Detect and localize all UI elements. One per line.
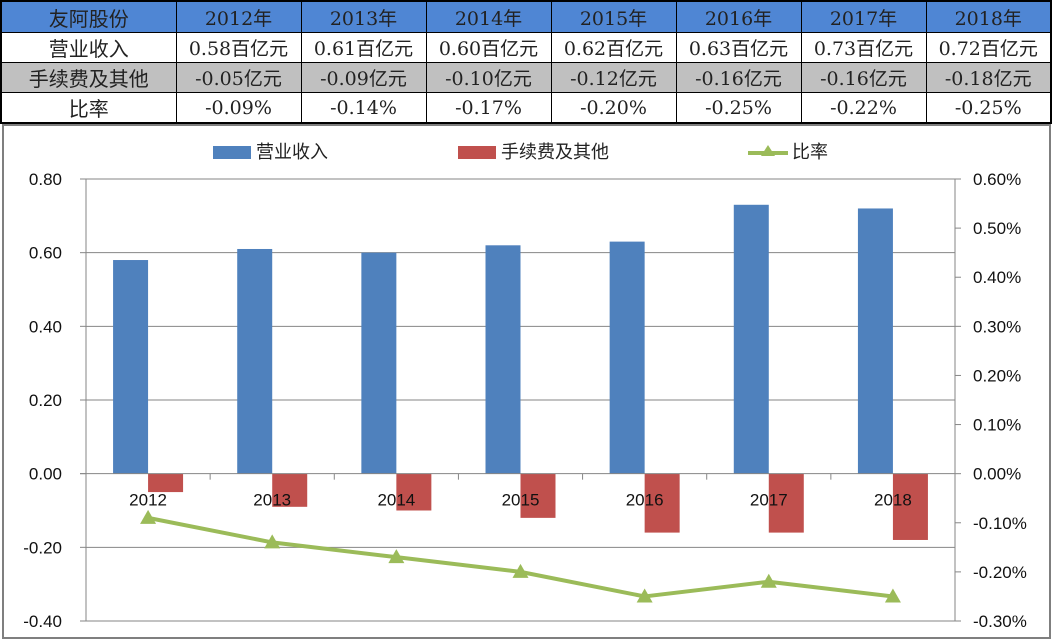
row-label: 营业收入 [0,32,177,63]
legend-label: 营业收入 [256,142,328,162]
right-axis-label: 0.30% [973,317,1021,336]
data-table-container: 友阿股份 2012年 2013年 2014年 2015年 2016年 2017年… [0,0,1052,124]
table-cell: 0.61百亿元 [300,32,427,63]
table-header-row: 友阿股份 2012年 2013年 2014年 2015年 2016年 2017年… [0,0,1052,33]
bar [520,473,556,518]
bar [396,473,432,511]
x-axis-label: 2013 [253,491,291,510]
year-header: 2015年 [550,0,677,33]
legend-swatch-red-icon [458,146,496,159]
table-cell: -0.25% [675,92,802,124]
left-axis-label: 0.80 [29,170,62,189]
x-axis-label: 2015 [502,491,540,510]
table-cell: 0.58百亿元 [175,32,302,63]
table-cell: -0.18亿元 [925,62,1052,93]
table-cell: 0.60百亿元 [425,32,552,63]
table-cell: -0.10亿元 [425,62,552,93]
right-axis-label: 0.60% [973,170,1021,189]
x-axis-label: 2017 [750,491,788,510]
table-cell: 0.63百亿元 [675,32,802,63]
table-cell: -0.09% [175,92,302,124]
right-axis-label: 0.20% [973,366,1021,385]
right-axis-label: -0.20% [973,563,1027,582]
triangle-marker-icon [140,509,157,524]
row-label: 手续费及其他 [0,62,177,93]
triangle-marker-icon [636,588,653,603]
bar [644,473,680,533]
triangle-marker-icon [264,534,281,549]
table-cell: -0.12亿元 [550,62,677,93]
legend-label: 手续费及其他 [501,142,609,162]
table-cell: -0.16亿元 [800,62,927,93]
bar [361,252,397,474]
table-cell: -0.22% [800,92,927,124]
table-cell: -0.05亿元 [175,62,302,93]
legend-triangle-marker-icon [761,145,775,156]
left-axis-label: 0.00 [29,465,62,484]
year-header: 2018年 [925,0,1052,33]
right-axis-label: 0.40% [973,268,1021,287]
right-axis-label: 0.10% [973,416,1021,435]
legend-item-fees: 手续费及其他 [458,142,609,162]
legend-item-ratio: 比率 [748,142,828,162]
right-axis-label: -0.10% [973,514,1027,533]
left-axis-label: 0.60 [29,244,62,263]
x-axis-label: 2012 [129,491,167,510]
bar [768,473,804,533]
left-axis-label: 0.40 [29,317,62,336]
data-table: 友阿股份 2012年 2013年 2014年 2015年 2016年 2017年… [0,0,1052,124]
left-axis-label: -0.20 [23,538,62,557]
year-header: 2012年 [175,0,302,33]
bar [609,241,645,474]
triangle-marker-icon [388,549,405,564]
legend-item-revenue: 营业收入 [213,142,328,162]
bar [733,204,769,474]
table-cell: -0.14% [300,92,427,124]
table-cell: -0.20% [550,92,677,124]
axes: 0.80 0.60 0.40 0.20 0.00 -0.20 -0.40 0.60% 0.50%… [23,170,1027,631]
right-axis-label: 0.00% [973,465,1021,484]
x-axis-label: 2016 [626,491,664,510]
table-row-ratio: 比率 -0.09% -0.14% -0.17% -0.20% -0.25% -0… [0,92,1052,124]
right-axis-label: 0.50% [973,219,1021,238]
bar [237,248,273,474]
table-row-fees: 手续费及其他 -0.05亿元 -0.09亿元 -0.10亿元 -0.12亿元 -… [0,62,1052,93]
triangle-marker-icon [512,563,529,578]
table-row-revenue: 营业收入 0.58百亿元 0.61百亿元 0.60百亿元 0.62百亿元 0.6… [0,32,1052,63]
bar [485,245,521,474]
legend-swatch-blue-icon [213,146,251,159]
left-axis-label: -0.40 [23,612,62,631]
year-header: 2016年 [675,0,802,33]
bar [892,473,928,540]
table-cell: 0.72百亿元 [925,32,1052,63]
legend-label: 比率 [792,142,828,162]
triangle-marker-icon [760,573,777,588]
right-axis-label: -0.30% [973,612,1027,631]
table-cell: -0.25% [925,92,1052,124]
bar [857,208,893,474]
bar [148,473,184,493]
x-axis-label: 2018 [874,491,912,510]
table-cell: 0.62百亿元 [550,32,677,63]
table-cell: -0.16亿元 [675,62,802,93]
bar-series [113,204,928,540]
triangle-marker-icon [884,588,901,603]
left-axis-label: 0.20 [29,391,62,410]
line-series [140,509,901,603]
bar [113,260,149,474]
bar [272,473,308,507]
chart-legend: 营业收入 手续费及其他 比率 [213,142,828,162]
x-axis-label: 2014 [377,491,415,510]
row-label: 比率 [0,92,177,124]
